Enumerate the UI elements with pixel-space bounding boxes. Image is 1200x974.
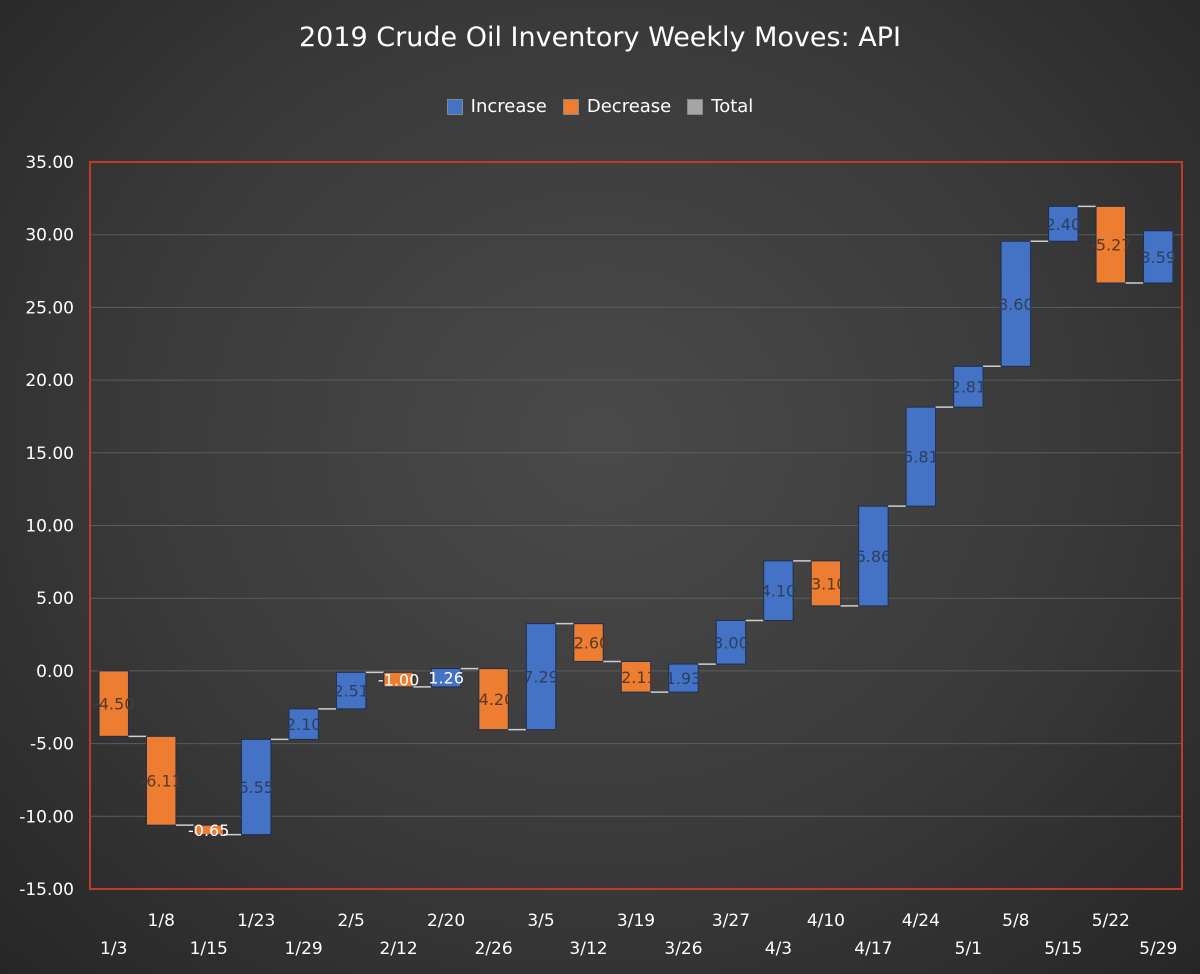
y-tick-label: 35.00 [25, 153, 74, 173]
x-tick-label: 1/23 [237, 911, 275, 931]
bar-decrease [145, 735, 177, 826]
legend-label-decrease: Decrease [586, 96, 672, 117]
legend-decrease[interactable]: Decrease [562, 96, 672, 117]
bar-increase [715, 619, 747, 665]
x-tick-label: 3/27 [712, 911, 750, 931]
bar-increase [430, 668, 462, 688]
data-label: -3.10 [805, 574, 846, 593]
bar-decrease [810, 560, 842, 607]
data-label: 4.10 [761, 582, 797, 601]
x-tick-label: 5/15 [1044, 939, 1082, 959]
bar-increase [288, 708, 319, 740]
legend-increase[interactable]: Increase [446, 96, 547, 117]
chart-title: 2019 Crude Oil Inventory Weekly Moves: A… [299, 22, 901, 53]
bar-increase [1000, 240, 1032, 367]
x-tick-label: 5/8 [1002, 911, 1029, 931]
y-tick-label: -15.00 [19, 880, 74, 900]
y-tick-label: 20.00 [25, 371, 74, 391]
x-tick-label: 3/12 [569, 939, 607, 959]
bar-increase [335, 671, 367, 710]
legend-label-total: Total [711, 96, 754, 117]
data-label: -0.65 [188, 821, 229, 840]
x-tick-label: 5/22 [1092, 911, 1130, 931]
bar-decrease [573, 623, 604, 662]
x-tick-label: 1/8 [148, 911, 175, 931]
y-tick-label: -5.00 [30, 735, 74, 755]
x-tick-label: 1/29 [285, 939, 323, 959]
x-tick-label: 4/3 [765, 939, 792, 959]
y-tick-label: 0.00 [36, 662, 74, 682]
data-label: -5.27 [1090, 236, 1131, 255]
legend-label-increase: Increase [470, 96, 547, 117]
bar-decrease [98, 670, 129, 737]
data-label: 2.10 [286, 715, 322, 734]
legend-swatch-increase [446, 98, 463, 115]
bar-increase [858, 505, 889, 607]
data-label: -4.50 [93, 695, 134, 714]
data-label: -1.00 [378, 671, 419, 690]
y-tick-label: 30.00 [25, 226, 74, 246]
x-tick-label: 1/15 [190, 939, 228, 959]
data-label: -2.60 [568, 634, 609, 653]
x-tick-label: 2/12 [380, 939, 418, 959]
bar-increase [953, 365, 984, 408]
data-label: -2.11 [615, 668, 656, 687]
legend-swatch-total [687, 98, 704, 115]
plot-area-border [89, 161, 1183, 890]
x-tick-label: 3/5 [527, 911, 554, 931]
data-label: 8.60 [998, 295, 1034, 314]
data-label: 1.26 [428, 669, 464, 688]
data-label: 2.81 [951, 378, 987, 397]
data-label: 6.81 [903, 448, 939, 467]
x-tick-label: 3/19 [617, 911, 655, 931]
bar-increase [1143, 230, 1174, 284]
y-tick-label: 5.00 [36, 589, 74, 609]
data-label: -4.20 [473, 690, 514, 709]
data-label: 1.93 [666, 669, 702, 688]
bar-increase [905, 406, 937, 507]
data-label: 6.86 [856, 547, 892, 566]
legend-swatch-decrease [562, 98, 579, 115]
bar-decrease [193, 824, 224, 836]
data-label: 7.29 [523, 668, 559, 687]
x-tick-label: 1/3 [100, 939, 127, 959]
bar-decrease [383, 671, 414, 688]
bar-decrease [478, 668, 509, 731]
x-tick-label: 4/17 [854, 939, 892, 959]
data-label: 3.59 [1140, 248, 1176, 267]
y-tick-label: 25.00 [25, 298, 74, 318]
bar-decrease [620, 660, 652, 693]
x-tick-label: 5/29 [1139, 939, 1177, 959]
x-tick-label: 4/24 [902, 911, 940, 931]
x-tick-label: 3/26 [664, 939, 702, 959]
bar-increase [240, 738, 272, 836]
bar-increase [668, 663, 699, 693]
legend-total[interactable]: Total [687, 96, 753, 117]
x-tick-label: 2/5 [337, 911, 364, 931]
x-tick-label: 5/1 [955, 939, 982, 959]
bar-increase [763, 560, 794, 621]
bar-increase [1048, 205, 1079, 242]
data-label: 6.55 [238, 778, 274, 797]
x-tick-label: 2/26 [474, 939, 512, 959]
data-label: 3.00 [713, 633, 749, 652]
y-tick-label: 15.00 [25, 444, 74, 464]
bar-decrease [1095, 205, 1127, 284]
bar-increase [525, 623, 557, 731]
x-tick-label: 4/10 [807, 911, 845, 931]
data-label: 2.51 [333, 682, 369, 701]
y-tick-label: 10.00 [25, 517, 74, 537]
legend: Increase Decrease Total [0, 96, 1200, 117]
data-label: 2.40 [1045, 215, 1081, 234]
data-label: -6.11 [141, 772, 182, 791]
x-tick-label: 2/20 [427, 911, 465, 931]
y-tick-label: -10.00 [19, 807, 74, 827]
